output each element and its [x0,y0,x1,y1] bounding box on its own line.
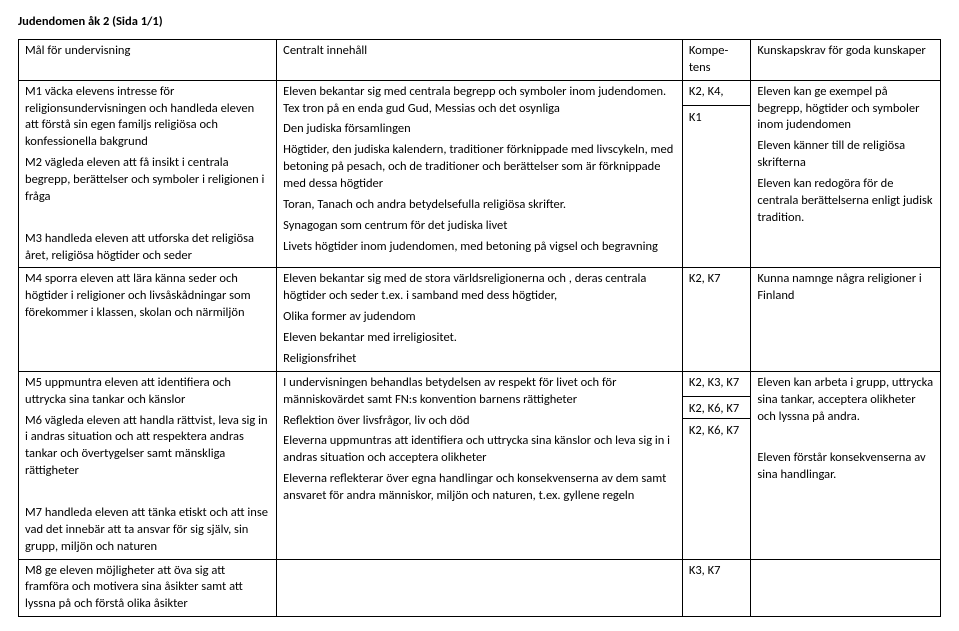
goal-text [25,210,270,227]
cell-inn: Eleven bekantar sig med de stora världsr… [277,268,683,371]
content-text: Synagogan som centrum för det judiska li… [283,218,676,235]
competence-code: K3, K7 [689,563,721,578]
competence-code: K1 [689,110,702,125]
goal-text: M4 sporra eleven att lära känna seder oc… [25,271,270,322]
table-row: M1 väcka elevens intresse för religionsu… [19,80,941,268]
cell-komp: K3, K7 [682,559,750,617]
cell-inn: Eleven bekantar sig med centrala begrepp… [277,80,683,268]
cell-mal: M4 sporra eleven att lära känna seder oc… [19,268,277,371]
table-header-row: Mål för undervisning Centralt innehåll K… [19,39,941,80]
requirement-text: Eleven kan arbeta i grupp, uttrycka sina… [757,375,934,426]
goal-text: M7 handleda eleven att tänka etiskt och … [25,505,270,556]
competence-code: K2, K7 [689,271,721,286]
cell-inn: I undervisningen behandlas betydelsen av… [277,371,683,559]
content-text: Eleven bekantar sig med centrala begrepp… [283,84,676,118]
goal-text: M1 väcka elevens intresse för religionsu… [25,84,270,152]
content-text: Högtider, den judiska kalendern, traditi… [283,142,676,193]
requirement-text: Kunna namnge några religioner i Finland [757,271,934,305]
content-text: Olika former av judendom [283,309,676,326]
cell-komp: K2, K4, K1 [682,80,750,268]
goal-text: M2 vägleda eleven att få insikt i centra… [25,155,270,206]
content-text: Reflektion över livsfrågor, liv och död [283,413,676,430]
competence-code: K2, K6, K7 [689,401,739,416]
table-row: M5 uppmuntra eleven att identifiera och … [19,371,941,559]
competence-code: K2, K6, K7 [689,423,739,438]
content-text: Eleverna reflekterar över egna handlinga… [283,471,676,505]
cell-mal: M1 väcka elevens intresse för religionsu… [19,80,277,268]
cell-mal: M5 uppmuntra eleven att identifiera och … [19,371,277,559]
goal-text: M8 ge eleven möjligheter att öva sig att… [25,563,270,614]
cell-kuns: Eleven kan ge exempel på begrepp, högtid… [751,80,941,268]
table-row: M8 ge eleven möjligheter att öva sig att… [19,559,941,617]
header-komp: Kompe-tens [682,39,750,80]
cell-inn [277,559,683,617]
cell-kuns: Eleven kan arbeta i grupp, uttrycka sina… [751,371,941,559]
requirement-text: Eleven kan ge exempel på begrepp, högtid… [757,84,934,135]
competence-code: K2, K3, K7 [689,375,739,390]
requirement-text: Eleven kan redogöra för de centrala berä… [757,176,934,227]
competence-code: K2, K4, [689,84,724,99]
requirement-text: Eleven känner till de religiösa skrifter… [757,138,934,172]
content-text: Den judiska församlingen [283,121,676,138]
cell-mal: M8 ge eleven möjligheter att öva sig att… [19,559,277,617]
cell-kuns [751,559,941,617]
requirement-text [757,429,934,446]
content-text: Toran, Tanach och andra betydelsefulla r… [283,197,676,214]
cell-komp: K2, K7 [682,268,750,371]
content-text: Eleven bekantar sig med de stora världsr… [283,271,676,305]
content-text: Eleven bekantar med irreligiositet. [283,330,676,347]
goal-text: M6 vägleda eleven att handla rättvist, l… [25,413,270,481]
cell-komp: K2, K3, K7 K2, K6, K7 K2, K6, K7 [682,371,750,559]
header-kuns: Kunskapskrav för goda kunskaper [751,39,941,80]
header-mal: Mål för undervisning [19,39,277,80]
content-text: Religionsfrihet [283,351,676,368]
goal-text: M5 uppmuntra eleven att identifiera och … [25,375,270,409]
header-inn: Centralt innehåll [277,39,683,80]
page-title: Judendomen åk 2 (Sida 1/1) [18,14,941,31]
goal-text [25,484,270,501]
table-row: M4 sporra eleven att lära känna seder oc… [19,268,941,371]
goal-text: M3 handleda eleven att utforska det reli… [25,231,270,265]
content-text: Eleverna uppmuntras att identifiera och … [283,433,676,467]
cell-kuns: Kunna namnge några religioner i Finland [751,268,941,371]
content-text: Livets högtider inom judendomen, med bet… [283,239,676,256]
content-text: I undervisningen behandlas betydelsen av… [283,375,676,409]
requirement-text: Eleven förstår konsekvenserna av sina ha… [757,450,934,484]
curriculum-table: Mål för undervisning Centralt innehåll K… [18,39,941,617]
